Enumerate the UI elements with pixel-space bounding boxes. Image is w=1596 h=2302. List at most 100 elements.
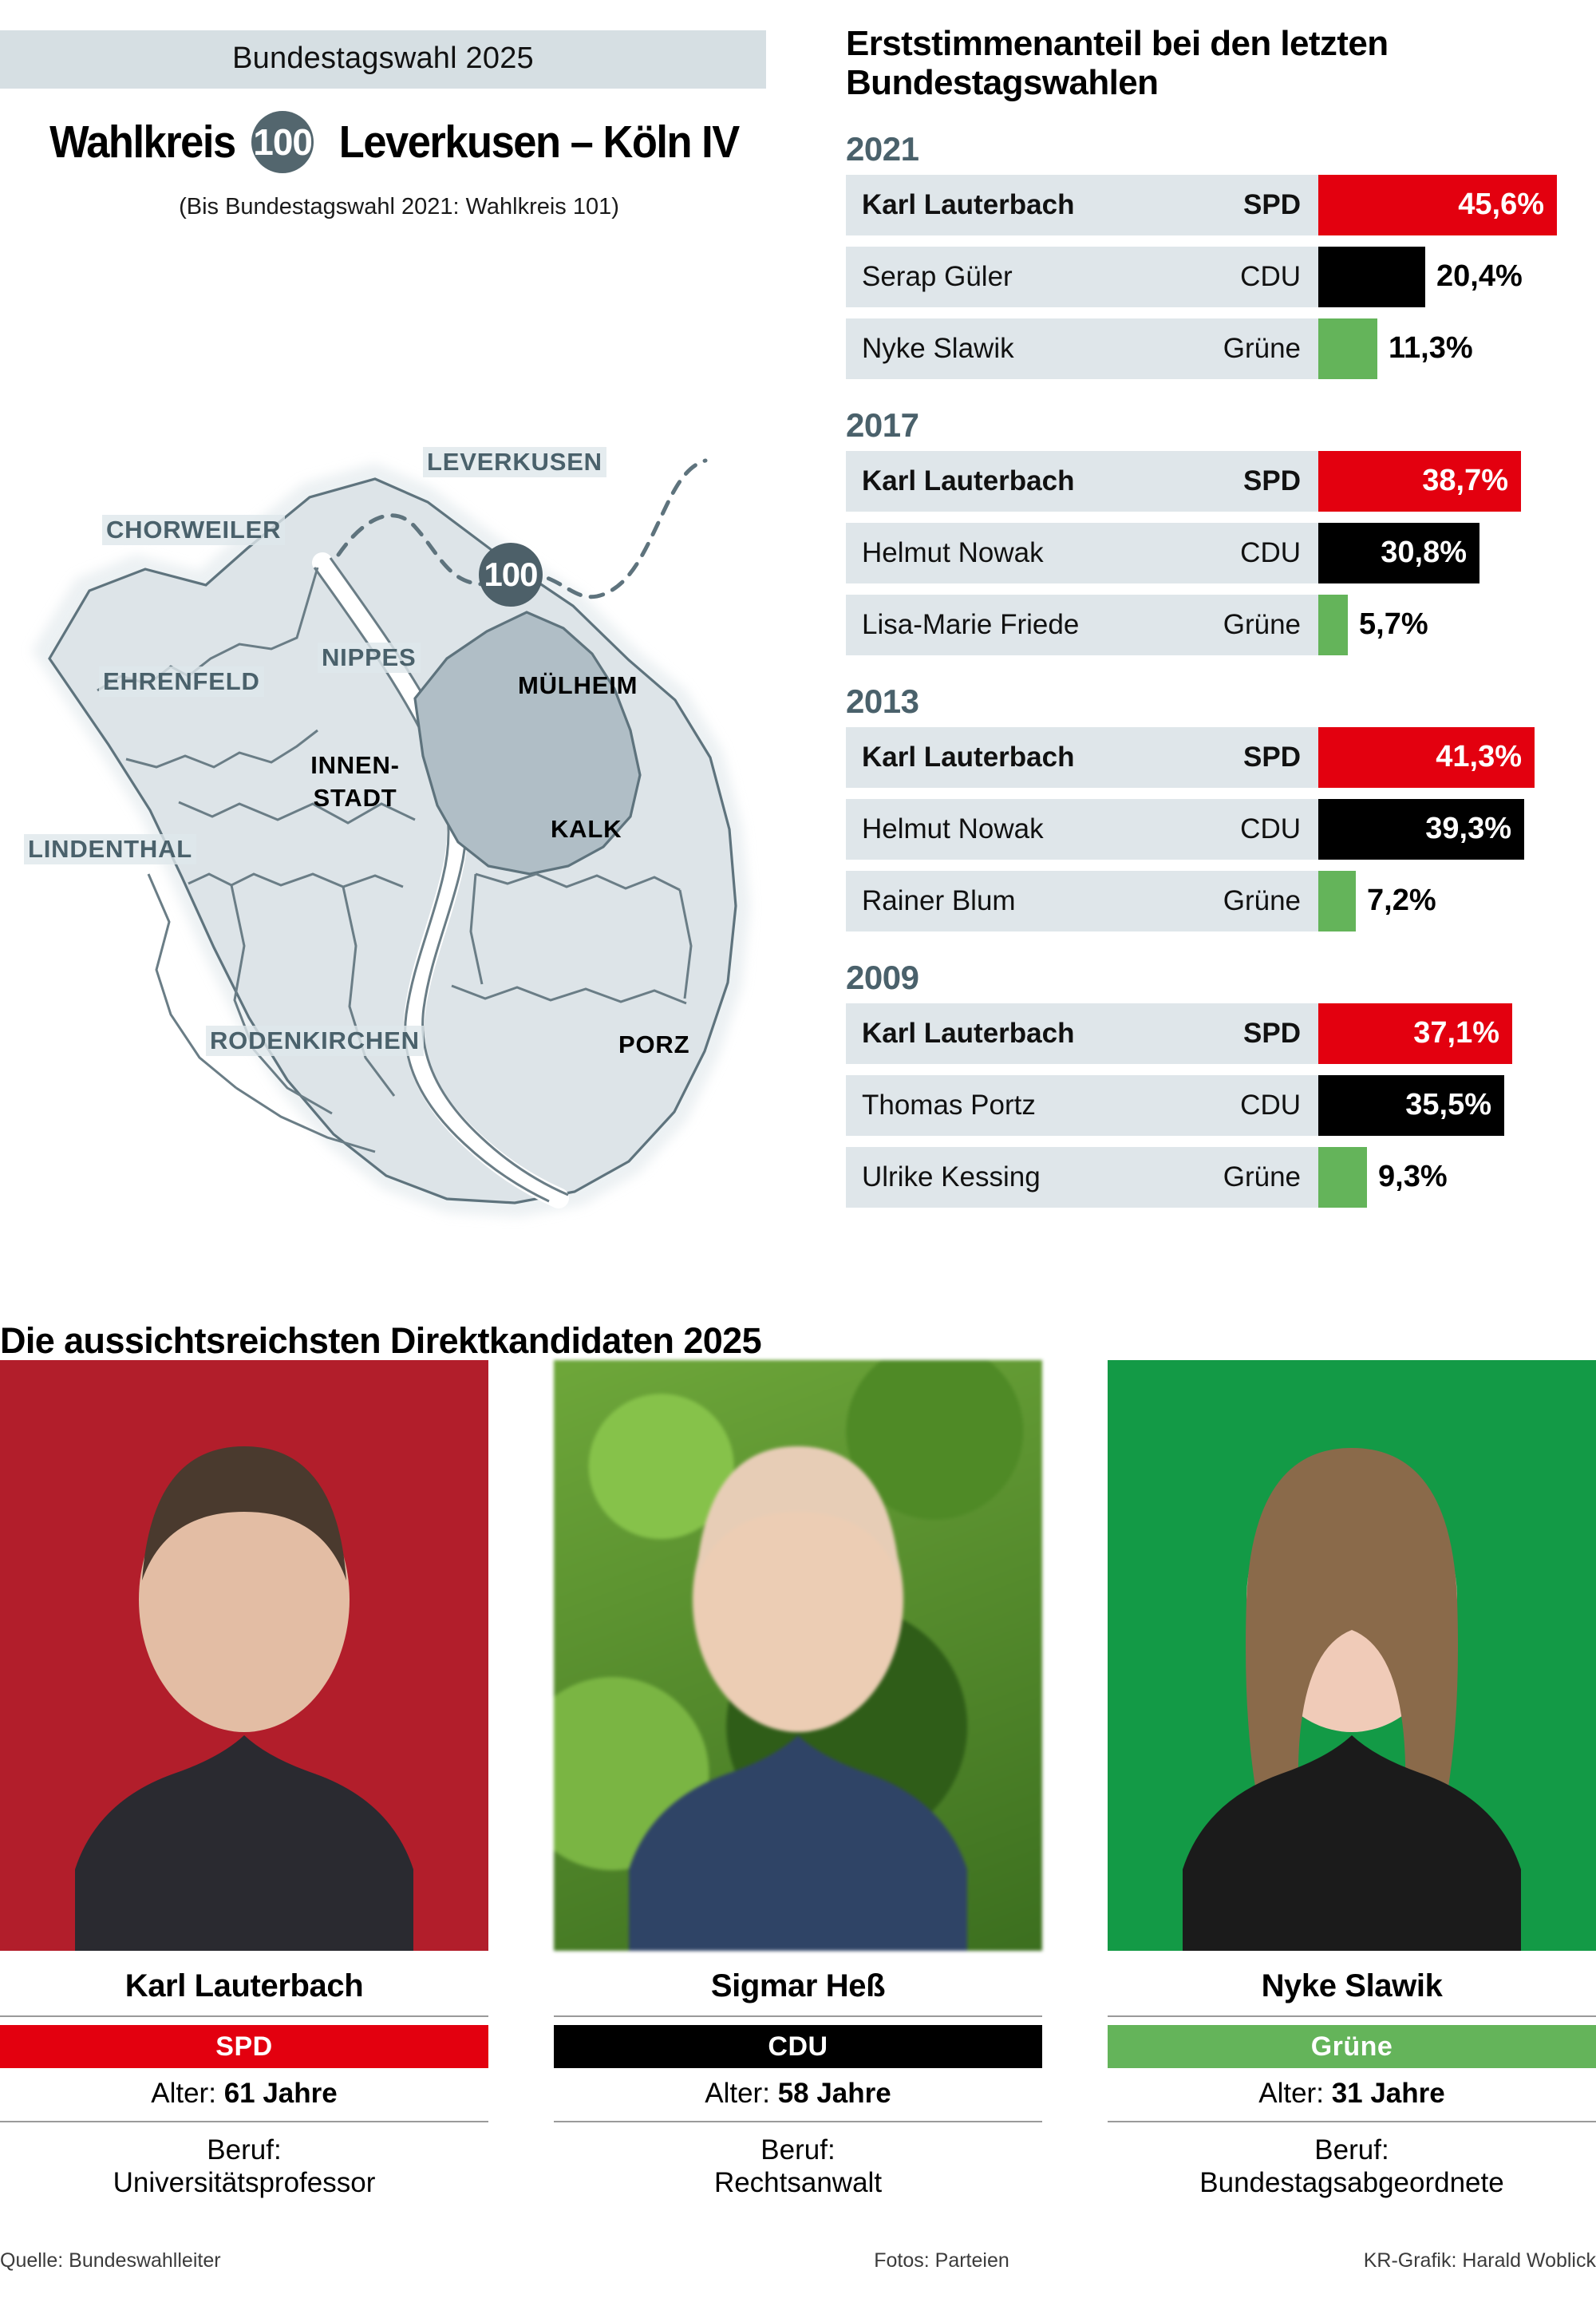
age-value: 61 Jahre bbox=[223, 2078, 338, 2109]
bar-value-label: 38,7% bbox=[1422, 464, 1508, 498]
job-value: Bundestagsabgeordnete bbox=[1199, 2167, 1504, 2199]
bar-candidate-name: Thomas Portz bbox=[862, 1089, 1036, 1121]
candidate-party-cell: Thomas Portz CDU bbox=[846, 1074, 1318, 1136]
age-label: Alter: bbox=[151, 2078, 216, 2109]
candidate-job-block: Beruf: Bundestagsabgeordnete bbox=[1108, 2134, 1596, 2200]
portrait-silhouette bbox=[1183, 1448, 1521, 1951]
bar-candidate-name: Serap Güler bbox=[862, 260, 1013, 292]
candidate-name: Sigmar Heß bbox=[710, 1968, 886, 2003]
bar-value-label: 7,2% bbox=[1367, 884, 1436, 918]
bar-candidate-name: Rainer Blum bbox=[862, 884, 1016, 916]
candidate-party-cell: Helmut Nowak CDU bbox=[846, 798, 1318, 860]
map-label-leverkusen: LEVERKUSEN bbox=[423, 447, 606, 477]
constituency-map: LEVERKUSEN CHORWEILER NIPPES EHRENFELD L… bbox=[0, 315, 830, 1265]
wahlkreis-number-badge: 100 bbox=[251, 111, 314, 173]
map-label-nippes: NIPPES bbox=[318, 643, 421, 673]
page-subtitle: (Bis Bundestagswahl 2021: Wahlkreis 101) bbox=[179, 194, 619, 220]
bar-party-name: CDU bbox=[1240, 813, 1301, 844]
bar-cdu: 35,5% bbox=[1318, 1074, 1504, 1136]
bar-value-label: 11,3% bbox=[1389, 331, 1473, 366]
candidate-party-badge: CDU bbox=[554, 2025, 1042, 2068]
bar-track: 45,6% bbox=[1318, 174, 1580, 235]
bar-candidate-name: Lisa-Marie Friede bbox=[862, 608, 1080, 640]
portrait-silhouette bbox=[75, 1446, 413, 1951]
bar-candidate-name: Karl Lauterbach bbox=[862, 1017, 1075, 1049]
rhine-bank-east bbox=[329, 557, 569, 1196]
bar-candidate-name: Ulrike Kessing bbox=[862, 1161, 1041, 1193]
bar-candidate-name: Helmut Nowak bbox=[862, 813, 1044, 844]
candidate-party-cell: Karl Lauterbach SPD bbox=[846, 726, 1318, 788]
candidate-cards: Karl Lauterbach SPD Alter: 61 Jahre Beruf: U… bbox=[0, 1360, 1596, 2200]
divider bbox=[554, 2121, 1042, 2122]
job-label: Beruf: bbox=[1314, 2134, 1389, 2166]
chart-bar-row: Helmut Nowak CDU 30,8% bbox=[846, 522, 1580, 583]
map-label-innenstadt-line2: STADT bbox=[313, 784, 397, 812]
page-title: Wahlkreis 100 Leverkusen – Köln IV bbox=[0, 111, 798, 173]
candidate-age-row: Alter: 31 Jahre bbox=[1108, 2078, 1596, 2110]
footer-source: Quelle: Bundeswahlleiter bbox=[0, 2249, 221, 2272]
bar-grüne: 7,2% bbox=[1318, 870, 1436, 931]
rhine-river bbox=[312, 552, 569, 1208]
map-label-lindenthal: LINDENTHAL bbox=[24, 834, 197, 864]
bar-party-name: SPD bbox=[1243, 188, 1301, 220]
bar-value-label: 9,3% bbox=[1378, 1160, 1448, 1194]
bar-value-label: 30,8% bbox=[1381, 536, 1467, 570]
chart-group-2013: 2013 Karl Lauterbach SPD 41,3% Helmut Nowak C… bbox=[846, 682, 1580, 931]
candidate-party-cell: Nyke Slawik Grüne bbox=[846, 318, 1318, 379]
bar-candidate-name: Nyke Slawik bbox=[862, 332, 1014, 364]
bar-track: 30,8% bbox=[1318, 522, 1580, 583]
candidate-portrait-photo bbox=[0, 1360, 488, 1951]
chart-bar-row: Karl Lauterbach SPD 38,7% bbox=[846, 450, 1580, 512]
chart-bar-row: Rainer Blum Grüne 7,2% bbox=[846, 870, 1580, 931]
kicker-bar: Bundestagswahl 2025 bbox=[0, 30, 766, 89]
chart-year-label: 2017 bbox=[846, 405, 919, 444]
candidate-party-cell: Rainer Blum Grüne bbox=[846, 870, 1318, 931]
age-label: Alter: bbox=[1258, 2078, 1324, 2109]
bar-party-name: SPD bbox=[1243, 1017, 1301, 1049]
map-label-rodenkirchen: RODENKIRCHEN bbox=[206, 1026, 424, 1056]
bar-value-label: 35,5% bbox=[1405, 1088, 1491, 1122]
candidate-card: Karl Lauterbach SPD Alter: 61 Jahre Beruf: U… bbox=[0, 1360, 488, 2200]
age-label: Alter: bbox=[705, 2078, 770, 2109]
age-value: 31 Jahre bbox=[1331, 2078, 1445, 2109]
map-label-ehrenfeld: EHRENFELD bbox=[99, 666, 264, 697]
chart-bar-row: Thomas Portz CDU 35,5% bbox=[846, 1074, 1580, 1136]
bar-party-name: SPD bbox=[1243, 465, 1301, 496]
chart-group-2017: 2017 Karl Lauterbach SPD 38,7% Helmut Nowak C… bbox=[846, 406, 1580, 655]
chart-bar-row: Ulrike Kessing Grüne 9,3% bbox=[846, 1146, 1580, 1208]
bar-value-label: 45,6% bbox=[1458, 188, 1544, 222]
candidate-age-row: Alter: 61 Jahre bbox=[0, 2078, 488, 2110]
title-prefix: Wahlkreis bbox=[49, 117, 236, 168]
bar-party-name: CDU bbox=[1240, 1089, 1301, 1121]
title-suffix: Leverkusen – Köln IV bbox=[338, 117, 740, 168]
chart-bar-row: Nyke Slawik Grüne 11,3% bbox=[846, 318, 1580, 379]
candidate-age-row: Alter: 58 Jahre bbox=[554, 2078, 1042, 2110]
divider bbox=[1108, 2015, 1596, 2017]
chart-year-groups: 2021 Karl Lauterbach SPD 45,6% Serap Güler CD… bbox=[846, 130, 1580, 1208]
bar-candidate-name: Karl Lauterbach bbox=[862, 465, 1075, 496]
bar-grüne: 9,3% bbox=[1318, 1146, 1448, 1208]
candidate-card: Nyke Slawik Grüne Alter: 31 Jahre Beruf: Bun… bbox=[1108, 1360, 1596, 2200]
bar-party-name: Grüne bbox=[1223, 332, 1301, 364]
map-label-chorweiler: CHORWEILER bbox=[102, 515, 286, 545]
chart-group-2021: 2021 Karl Lauterbach SPD 45,6% Serap Güler CD… bbox=[846, 130, 1580, 379]
bar-candidate-name: Karl Lauterbach bbox=[862, 741, 1075, 773]
bar-cdu: 30,8% bbox=[1318, 522, 1479, 583]
candidate-party-cell: Helmut Nowak CDU bbox=[846, 522, 1318, 583]
map-label-muelheim: MÜLHEIM bbox=[518, 671, 638, 699]
footer-photos: Fotos: Parteien bbox=[874, 2249, 1009, 2272]
divider bbox=[1108, 2121, 1596, 2122]
chart-title: Erststimmenanteil bei den letzten Bundes… bbox=[846, 24, 1389, 103]
bar-track: 5,7% bbox=[1318, 594, 1580, 655]
bar-value-label: 41,3% bbox=[1436, 740, 1522, 774]
job-value: Rechtsanwalt bbox=[713, 2167, 883, 2199]
bar-cdu: 20,4% bbox=[1318, 246, 1523, 307]
bar-track: 20,4% bbox=[1318, 246, 1580, 307]
chart-group-2009: 2009 Karl Lauterbach SPD 37,1% Thomas Portz C… bbox=[846, 959, 1580, 1208]
bar-party-name: CDU bbox=[1240, 536, 1301, 568]
bar-party-name: Grüne bbox=[1223, 1161, 1301, 1193]
district-muelheim-highlight bbox=[413, 611, 642, 876]
bar-track: 11,3% bbox=[1318, 318, 1580, 379]
chart-bar-row: Helmut Nowak CDU 39,3% bbox=[846, 798, 1580, 860]
bar-track: 9,3% bbox=[1318, 1146, 1580, 1208]
